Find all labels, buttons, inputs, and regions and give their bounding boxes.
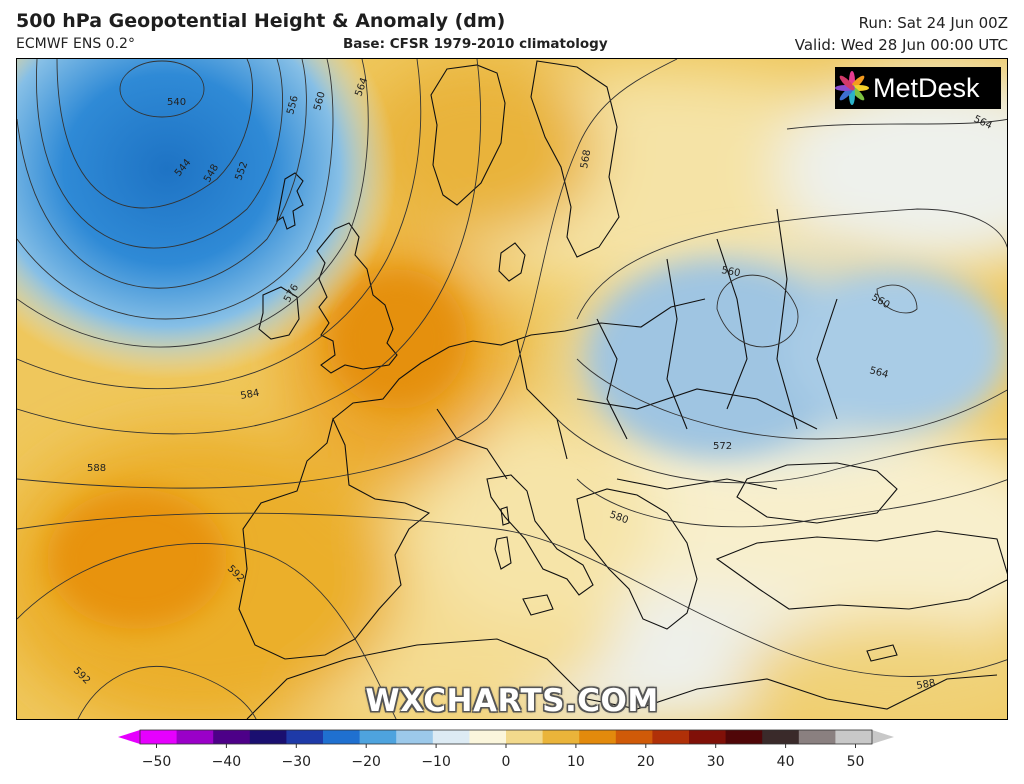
climatology-base: Base: CFSR 1979-2010 climatology <box>343 36 608 52</box>
model-name: ECMWF ENS 0.2° <box>16 36 135 52</box>
contour-label: 588 <box>87 463 106 474</box>
chart-title: 500 hPa Geopotential Height & Anomaly (d… <box>16 10 506 32</box>
colorbar-tick-label: 30 <box>707 754 725 770</box>
flower-logo-icon <box>835 71 869 105</box>
colorbar-tick-label: 20 <box>637 754 655 770</box>
coastlines <box>238 60 1007 719</box>
colorbar-segment <box>249 730 287 744</box>
colorbar-segment <box>506 730 544 744</box>
colorbar-segment <box>469 730 507 744</box>
weather-map[interactable]: 540 544 548 552 556 560 564 568 576 584 … <box>16 58 1008 720</box>
contour-label: 556 <box>285 94 301 115</box>
height-contours <box>17 59 1007 719</box>
colorbar-tick-label: 50 <box>847 754 865 770</box>
low-pressure-nw <box>17 59 397 379</box>
contour-label: 584 <box>240 388 261 402</box>
colorbar-tick-label: −50 <box>142 754 172 770</box>
colorbar-segment <box>762 730 800 744</box>
colorbar-tick-label: −30 <box>282 754 312 770</box>
colorbar-segment <box>725 730 763 744</box>
colorbar-segment <box>432 730 470 744</box>
colorbar-segment <box>652 730 690 744</box>
contour-label: 588 <box>916 678 937 692</box>
colorbar-segment <box>359 730 397 744</box>
contour-label: 568 <box>579 149 593 170</box>
colorbar-segment <box>615 730 653 744</box>
colorbar-segment <box>689 730 727 744</box>
colorbar-segment <box>140 730 178 744</box>
colorbar: −50 −40 −30 −20 −10 0 10 20 30 40 50 <box>118 729 894 770</box>
colorbar-segment <box>323 730 361 744</box>
contour-label: 540 <box>167 97 186 108</box>
colorbar-segment <box>579 730 617 744</box>
contour-label: 560 <box>720 265 741 279</box>
watermark: WXCHARTS.COM <box>365 683 659 719</box>
colorbar-segment <box>542 730 580 744</box>
contour-label: 572 <box>713 441 732 452</box>
colorbar-segment <box>835 730 873 744</box>
valid-time: Valid: Wed 28 Jun 00:00 UTC <box>794 36 1008 54</box>
colorbar-tick-label: −10 <box>421 754 451 770</box>
colorbar-segment <box>213 730 251 744</box>
colorbar-tick-label: −20 <box>351 754 381 770</box>
metdesk-logo: MetDesk <box>835 67 1001 109</box>
map-canvas: 540 544 548 552 556 560 564 568 576 584 … <box>17 59 1007 719</box>
colorbar-tick-label: −40 <box>212 754 242 770</box>
colorbar-segment <box>798 730 836 744</box>
colorbar-tick-label: 0 <box>502 754 511 770</box>
colorbar-min-arrow <box>118 730 140 744</box>
colorbar-tick-label: 40 <box>777 754 795 770</box>
contour-label: 560 <box>312 90 328 111</box>
contour-label: 564 <box>868 365 889 381</box>
colorbar-tick-label: 10 <box>567 754 585 770</box>
logo-text: MetDesk <box>873 72 980 103</box>
colorbar-segment <box>286 730 324 744</box>
run-time: Run: Sat 24 Jun 00Z <box>858 14 1008 32</box>
colorbar-segment <box>396 730 434 744</box>
colorbar-segment <box>176 730 214 744</box>
colorbar-max-arrow <box>872 730 894 744</box>
